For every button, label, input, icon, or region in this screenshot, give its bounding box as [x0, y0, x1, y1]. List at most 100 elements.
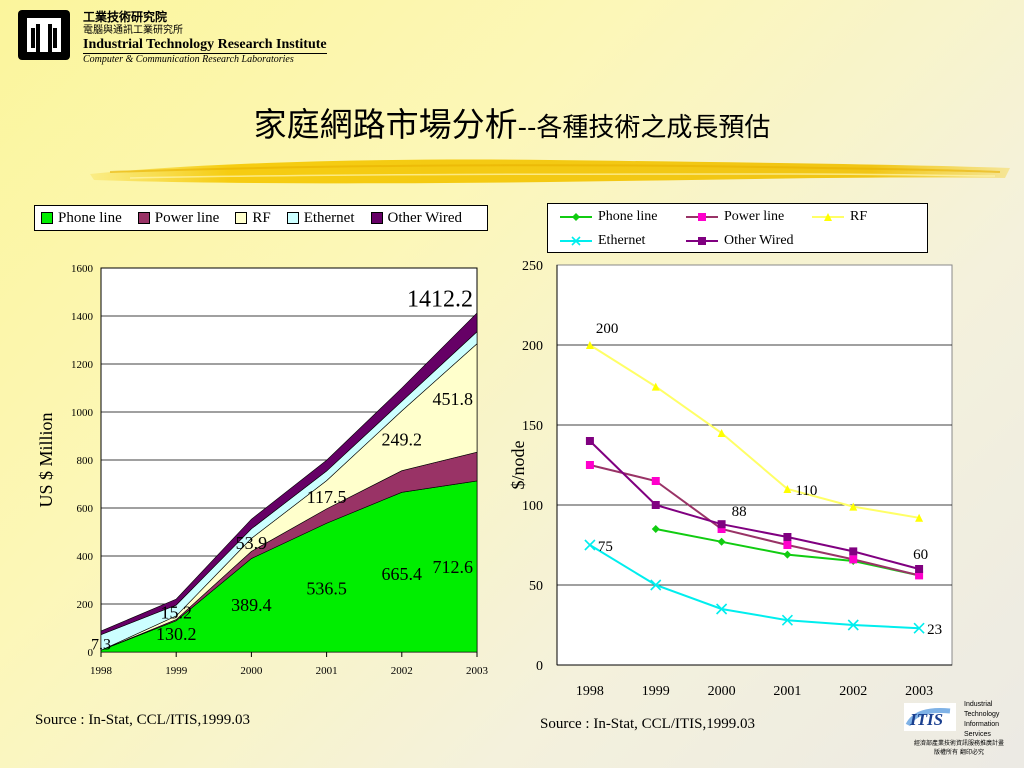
data-label: 75: [598, 539, 613, 555]
legend-swatch: [235, 212, 248, 224]
itis-words: Industrial Technology Information Servic…: [964, 700, 999, 740]
itis-logo-text: ITIS: [909, 710, 943, 729]
data-label: 7.3: [91, 637, 111, 654]
line-rf: [589, 344, 920, 519]
point-phone-line: [783, 550, 792, 559]
x-tick-label: 1999: [165, 665, 188, 677]
legend-swatch: [137, 212, 150, 224]
left-chart-legend: Phone line Power line RF Ethernet Other …: [34, 205, 488, 231]
point-other-wired: [783, 533, 792, 541]
point-power-line: [651, 477, 660, 485]
legend-line-marker: [686, 213, 718, 221]
legend-swatch: [370, 212, 383, 224]
legend-swatch: [41, 212, 53, 224]
data-label: 712.6: [433, 557, 474, 577]
itis-word: Information: [964, 721, 1000, 728]
itis-logo: ITIS Industrial Technology Information S…: [900, 697, 1018, 767]
legend-label: Other Wired: [724, 233, 794, 248]
legend-label: RF: [850, 209, 868, 224]
y-tick-label: 600: [77, 503, 94, 515]
data-label: 536.5: [306, 578, 347, 598]
source-note-left: Source : In-Stat, CCL/ITIS,1999.03: [35, 712, 250, 728]
legend-line-marker: [560, 236, 592, 246]
legend-label: Other Wired: [387, 209, 463, 226]
point-rf: [783, 485, 792, 493]
x-tick-label: 1998: [90, 665, 113, 677]
stacked-area-chart: 0 200 400 600 800 1000 1200 1400 1600 1998 1999 200…: [36, 263, 489, 677]
x-tick-label: 2003: [466, 665, 489, 677]
legend-item-phone-line: Phone line: [558, 209, 658, 225]
org-header: 工業技術研究院 電腦與通訊工業研究所 Industrial Technology…: [83, 10, 327, 66]
brush-stroke-divider: [90, 159, 1010, 184]
price-line-chart: 0 50 100 150 200 250 1998 1999 2000 2001 2002 2003 $…: [508, 259, 953, 699]
data-label: 15.2: [160, 602, 192, 622]
point-phone-line: [651, 525, 660, 533]
point-power-line: [915, 571, 924, 580]
legend-item-other-wired: Other Wired: [684, 233, 794, 249]
point-rf: [849, 502, 858, 511]
legend-label: Phone line: [58, 209, 122, 226]
legend-line-marker: [686, 237, 718, 245]
slide-title: 家庭網路市場分析--各種技術之成長預估: [0, 98, 1024, 146]
x-tick-label: 2001: [316, 665, 338, 677]
y-tick-label: 400: [77, 551, 94, 563]
legend-item-ethernet: Ethernet: [286, 210, 355, 227]
x-tick-label: 2001: [773, 684, 801, 699]
data-label: 23: [927, 622, 942, 638]
y-tick-label: 200: [77, 599, 94, 611]
x-tick-label: 2000: [240, 665, 263, 677]
y-tick-label: 1400: [71, 311, 94, 323]
point-ethernet: [584, 539, 596, 551]
point-power-line: [783, 541, 792, 549]
itis-word: Industrial: [964, 701, 993, 708]
point-phone-line: [717, 537, 726, 546]
data-label: 53.9: [236, 533, 268, 553]
line-other-wired: [589, 440, 920, 570]
point-ethernet: [913, 622, 925, 634]
title-main: 家庭網路市場分析: [253, 105, 518, 144]
x-tick-label: 1999: [642, 684, 670, 699]
data-label: 60: [913, 547, 928, 563]
x-tick-label: 2000: [708, 684, 736, 699]
legend-label: RF: [252, 209, 271, 226]
x-tick-label: 2002: [839, 684, 867, 699]
data-label: 117.5: [307, 487, 347, 507]
data-label: 88: [732, 504, 747, 520]
y-tick-label: 250: [522, 259, 543, 274]
source-note-right: Source : In-Stat, CCL/ITIS,1999.03: [540, 716, 755, 732]
itis-caption-line: 版權所有 翻印必究: [934, 749, 984, 756]
itis-caption: 經濟部產業技術資訊服務推廣計畫 版權所有 翻印必究: [900, 739, 1018, 757]
y-axis-label: $/node: [508, 440, 528, 489]
title-sub: --各種技術之成長預估: [517, 113, 771, 143]
data-label: 110: [795, 483, 817, 499]
legend-label: Power line: [154, 209, 220, 226]
line-ethernet: [589, 544, 920, 630]
legend-item-rf: RF: [810, 209, 867, 225]
data-label: 1412.2: [407, 286, 473, 312]
itri-logo: [18, 10, 70, 60]
legend-item-power-line: Power line: [137, 209, 220, 227]
point-power-line: [849, 555, 858, 564]
lab-name-cn: 電腦與通訊工業研究所: [83, 25, 183, 36]
legend-swatch: [286, 212, 299, 224]
data-label: 665.4: [382, 564, 423, 584]
point-rf: [651, 382, 660, 391]
point-rf: [717, 429, 726, 437]
itis-word: Services: [964, 731, 991, 738]
point-other-wired: [717, 520, 726, 529]
point-ethernet: [650, 579, 662, 591]
data-label: 130.2: [156, 624, 197, 644]
legend-item-phone-line: Phone line: [41, 210, 122, 227]
itis-word: Technology: [964, 711, 1000, 718]
point-power-line: [717, 525, 726, 533]
y-tick-label: 1600: [71, 263, 94, 275]
y-tick-label: 0: [536, 659, 543, 674]
legend-label: Phone line: [598, 209, 658, 224]
y-tick-label: 200: [522, 339, 543, 354]
itis-caption-line: 經濟部產業技術資訊服務推廣計畫: [913, 740, 1004, 747]
point-ethernet: [716, 603, 728, 615]
legend-item-other-wired: Other Wired: [370, 209, 463, 227]
data-label: 249.2: [382, 430, 423, 450]
right-chart-legend: Phone line Power line RF Ethernet Other …: [547, 203, 928, 253]
point-other-wired: [585, 437, 594, 445]
